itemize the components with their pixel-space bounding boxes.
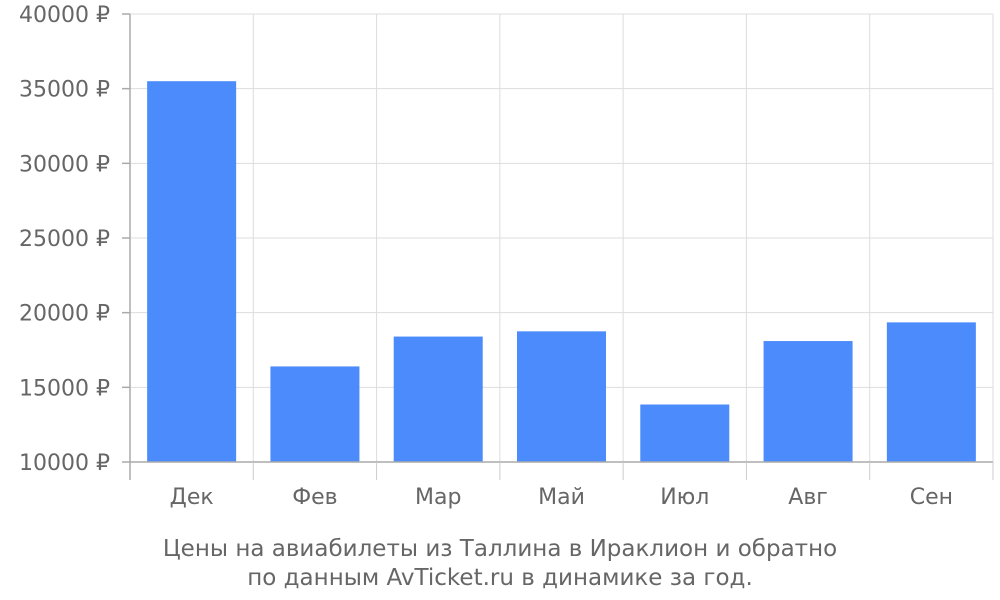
- y-axis-tick-labels: 10000 ₽ 15000 ₽ 20000 ₽ 25000 ₽ 30000 ₽ 35000…: [19, 3, 110, 476]
- chart-bars: [147, 81, 976, 462]
- bar: [763, 341, 853, 462]
- x-tick-label: Сен: [910, 485, 953, 510]
- chart-grid: [130, 13, 994, 463]
- bar: [886, 322, 976, 462]
- x-tick-label: Дек: [170, 485, 214, 510]
- y-tick-label: 25000 ₽: [19, 227, 110, 252]
- y-tick-label: 10000 ₽: [19, 451, 110, 476]
- chart-axes: [122, 13, 994, 480]
- y-tick-label: 40000 ₽: [19, 3, 110, 28]
- chart-title: Цены на авиабилеты из Таллина в Ираклион…: [163, 536, 837, 562]
- bar: [147, 81, 237, 462]
- x-tick-label: Фев: [292, 485, 337, 510]
- y-tick-label: 20000 ₽: [19, 302, 110, 327]
- x-axis-tick-labels: Дек Фев Мар Май Июл Авг Сен: [170, 485, 953, 510]
- bar: [640, 404, 730, 462]
- bar: [517, 331, 606, 462]
- y-tick-label: 15000 ₽: [19, 376, 110, 401]
- chart-subtitle: по данным AvTicket.ru в динамике за год.: [247, 565, 753, 591]
- x-tick-label: Май: [538, 485, 585, 510]
- x-tick-label: Мар: [415, 485, 461, 510]
- bar: [393, 336, 483, 462]
- x-tick-label: Июл: [660, 485, 709, 510]
- x-tick-label: Авг: [788, 485, 828, 510]
- y-tick-label: 35000 ₽: [19, 78, 110, 103]
- y-tick-label: 30000 ₽: [19, 152, 110, 177]
- bar: [270, 366, 360, 462]
